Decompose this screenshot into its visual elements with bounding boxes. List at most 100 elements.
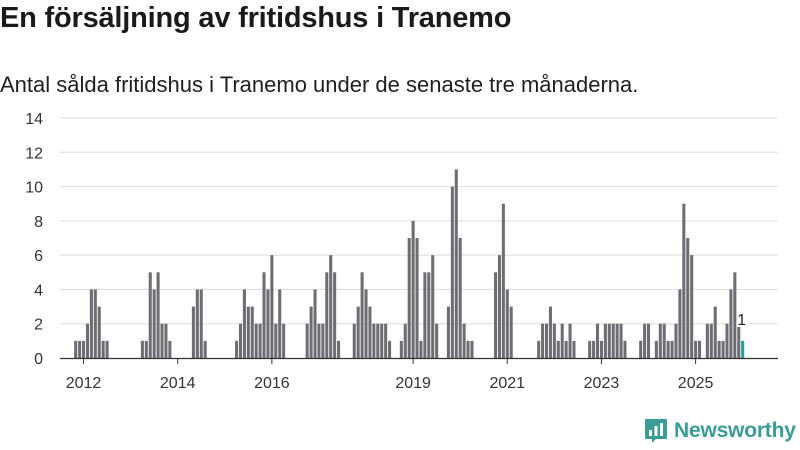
- bar: [423, 272, 427, 358]
- bar: [462, 323, 466, 358]
- bar: [470, 340, 474, 358]
- bar: [623, 340, 627, 358]
- bar: [258, 323, 262, 358]
- chart-subtitle: Antal sålda fritidshus i Tranemo under d…: [0, 72, 639, 97]
- bar: [493, 272, 498, 358]
- bar: [89, 289, 93, 358]
- data-labels: 1: [735, 310, 748, 331]
- bar: [666, 340, 670, 358]
- x-axis-ticks: 2012 2014 2016 2019 2021 2023 2025: [66, 358, 714, 392]
- y-tick-label: 12: [25, 145, 43, 162]
- bar: [74, 340, 78, 358]
- x-tick-label: 2014: [160, 375, 196, 392]
- bar: [364, 289, 368, 358]
- bar: [93, 289, 97, 358]
- bar: [619, 323, 623, 358]
- bar: [274, 323, 278, 358]
- bar: [309, 306, 313, 358]
- bar: [266, 289, 270, 358]
- bar: [82, 340, 86, 358]
- bar: [454, 169, 458, 358]
- bar: [242, 289, 246, 358]
- bar: [337, 340, 341, 358]
- bar: [654, 340, 658, 358]
- bar: [450, 186, 454, 358]
- bar: [537, 340, 541, 358]
- bar: [678, 289, 682, 358]
- bar: [282, 323, 286, 358]
- bar: [388, 340, 392, 358]
- bar: [372, 323, 376, 358]
- bar: [729, 289, 733, 358]
- bar: [544, 323, 549, 358]
- bar: [415, 238, 419, 358]
- bar: [607, 323, 611, 358]
- bar: [199, 289, 203, 358]
- bar: [191, 306, 195, 358]
- y-axis-ticks: 0 2 4 6 8 10 12 14: [25, 111, 43, 368]
- bar: [380, 323, 384, 358]
- bars: [74, 169, 745, 358]
- bar: [509, 306, 513, 358]
- bar: [560, 323, 564, 358]
- bar: [384, 323, 388, 358]
- bar: [599, 340, 603, 358]
- bar: [254, 323, 258, 358]
- bar: [737, 323, 741, 358]
- bar: [709, 323, 713, 358]
- bar: [548, 306, 552, 358]
- bar: [352, 323, 356, 358]
- bar: [466, 340, 470, 358]
- bar: [674, 323, 678, 358]
- bar: [325, 272, 329, 358]
- bar: [697, 340, 702, 358]
- bar: [152, 289, 156, 358]
- bar: [278, 289, 282, 358]
- bar: [160, 323, 164, 358]
- bar: [203, 340, 207, 358]
- bar: [164, 323, 168, 358]
- bar: [360, 272, 364, 358]
- newsworthy-logo-icon: [645, 419, 667, 443]
- bar: [333, 272, 337, 358]
- bar: [568, 323, 572, 358]
- bar: [725, 323, 729, 358]
- bar: [427, 272, 431, 358]
- bar: [246, 306, 250, 358]
- bar: [305, 323, 309, 358]
- bar: [262, 272, 266, 358]
- bar: [238, 323, 243, 358]
- bar: [733, 272, 737, 358]
- bar: [741, 340, 745, 358]
- bar: [101, 340, 105, 358]
- bar: [611, 323, 615, 358]
- bar: [588, 340, 592, 358]
- last-value-label: 1: [737, 312, 746, 329]
- y-tick-label: 0: [34, 351, 43, 368]
- bar: [250, 306, 254, 358]
- bar: [144, 340, 148, 358]
- bar: [501, 203, 505, 358]
- y-tick-label: 14: [25, 111, 43, 128]
- bar: [658, 323, 662, 358]
- bar: [694, 340, 698, 358]
- bar: [321, 323, 325, 358]
- bar: [643, 323, 647, 358]
- bar: [717, 340, 721, 358]
- bar: [97, 306, 101, 358]
- bar: [690, 255, 694, 358]
- bar: [639, 340, 643, 358]
- x-tick-label: 2021: [489, 375, 525, 392]
- bar: [148, 272, 152, 358]
- bar: [168, 340, 172, 358]
- bar: [78, 340, 82, 358]
- gridlines: [60, 117, 778, 325]
- bar: [140, 340, 144, 358]
- brand-name: Newsworthy: [674, 419, 796, 442]
- bar: [552, 323, 556, 358]
- brand-logo: Newsworthy: [644, 418, 796, 444]
- x-tick-label: 2023: [584, 375, 620, 392]
- bar: [270, 255, 274, 358]
- bar: [368, 306, 372, 358]
- bar: [376, 323, 380, 358]
